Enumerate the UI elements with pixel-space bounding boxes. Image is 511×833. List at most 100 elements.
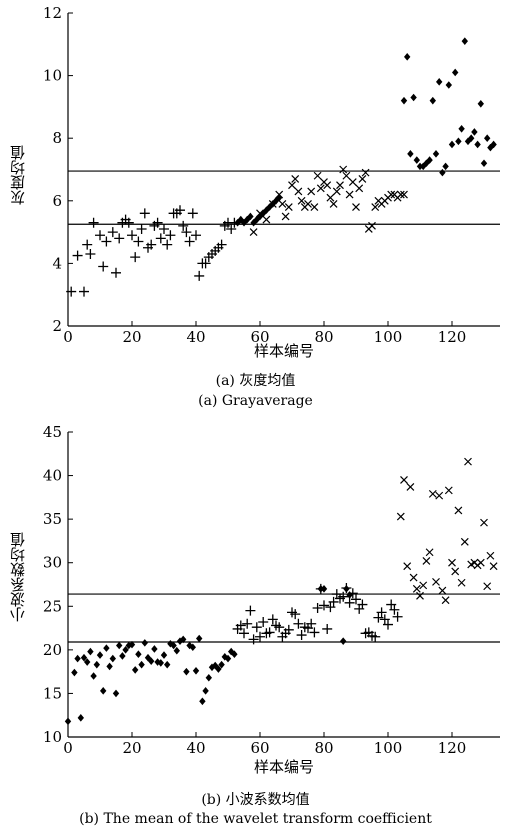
x-tick-label: 20 — [122, 328, 141, 346]
cross-marker — [403, 562, 412, 571]
diamond-marker — [202, 687, 209, 695]
diamond-marker — [432, 150, 440, 158]
diamond-marker — [455, 137, 462, 146]
diamond-marker — [464, 137, 472, 146]
diamond-marker — [148, 657, 155, 665]
diamond-marker — [71, 668, 78, 677]
y-tick-label: 10 — [43, 728, 62, 746]
diamond-marker — [436, 78, 443, 86]
cross-marker — [352, 203, 360, 211]
plus-marker — [312, 603, 323, 614]
x-tick-label: 0 — [63, 328, 73, 346]
cross-marker — [448, 558, 456, 567]
diamond-marker — [87, 647, 94, 656]
diamond-marker — [429, 96, 436, 105]
chart-b-y-axis-label: 小波系数均值 — [9, 532, 27, 622]
x-tick-label: 100 — [374, 739, 403, 757]
plus-marker — [85, 249, 96, 260]
plus-marker — [309, 627, 320, 638]
plus-marker — [79, 286, 89, 297]
plus-marker — [178, 220, 189, 231]
cross-marker — [400, 190, 408, 199]
cross-marker — [419, 581, 428, 590]
x-tick-label: 0 — [63, 739, 73, 757]
plus-marker — [376, 607, 387, 618]
plus-marker — [152, 217, 163, 228]
y-tick-label: 4 — [52, 254, 62, 272]
diamond-marker — [141, 639, 148, 647]
cross-marker — [297, 196, 306, 205]
diamond-marker — [164, 660, 171, 669]
cross-marker — [432, 577, 440, 586]
plus-marker — [296, 630, 307, 641]
plus-marker — [101, 236, 112, 247]
cross-marker — [307, 187, 316, 196]
diamond-marker — [96, 651, 104, 659]
plus-marker — [357, 599, 368, 610]
cross-marker — [326, 193, 335, 202]
diamond-marker — [474, 140, 481, 149]
diamond-marker — [186, 641, 193, 650]
diamond-marker — [189, 643, 196, 652]
cross-marker — [249, 228, 258, 237]
plus-marker — [98, 261, 109, 272]
x-tick-label: 60 — [250, 328, 269, 346]
x-tick-label: 100 — [374, 328, 403, 346]
diamond-marker — [484, 134, 491, 142]
diamond-marker — [176, 637, 184, 645]
cross-marker — [486, 551, 495, 560]
plus-marker — [187, 208, 198, 219]
diamond-marker — [74, 654, 81, 663]
diamond-marker — [157, 659, 164, 667]
diamond-marker — [103, 644, 110, 652]
cross-marker — [454, 506, 463, 515]
cross-marker — [348, 178, 357, 186]
plus-marker — [251, 622, 262, 633]
plus-marker — [373, 612, 384, 623]
cross-marker — [323, 181, 332, 190]
diamond-marker — [125, 641, 132, 650]
diamond-marker — [461, 37, 468, 45]
plus-marker — [264, 627, 275, 638]
cross-marker — [371, 203, 380, 211]
diamond-marker — [90, 672, 97, 680]
plus-marker — [107, 227, 118, 238]
diamond-marker — [109, 654, 116, 663]
cross-marker — [345, 190, 354, 199]
cross-marker — [480, 518, 488, 527]
plus-marker — [66, 286, 77, 297]
cross-marker — [281, 212, 290, 221]
y-tick-label: 10 — [43, 67, 62, 85]
diamond-marker — [119, 652, 126, 660]
plus-marker — [111, 267, 121, 278]
plus-marker — [255, 631, 265, 642]
cross-marker — [288, 181, 296, 190]
cross-marker — [400, 476, 408, 484]
y-tick-label: 25 — [43, 597, 62, 615]
plus-marker — [139, 208, 150, 219]
cross-marker — [275, 190, 284, 199]
cross-marker — [284, 203, 293, 211]
cross-marker — [310, 203, 319, 211]
diamond-marker — [400, 96, 408, 105]
diamond-marker — [116, 641, 123, 650]
diamond-marker — [112, 689, 120, 698]
diamond-marker — [160, 651, 168, 659]
plus-marker — [88, 217, 99, 228]
diamond-marker — [77, 714, 84, 722]
x-tick-label: 80 — [314, 739, 333, 757]
plus-marker — [267, 614, 278, 625]
cross-marker — [444, 486, 453, 495]
plus-marker — [162, 239, 173, 250]
cross-marker — [438, 586, 447, 595]
plus-marker — [325, 602, 336, 613]
plus-marker — [159, 223, 169, 234]
plus-marker — [338, 591, 349, 602]
plus-marker — [293, 618, 304, 629]
cross-marker — [368, 221, 376, 230]
plus-marker — [319, 600, 329, 611]
y-tick-label: 30 — [43, 554, 62, 572]
y-tick-label: 40 — [43, 467, 62, 485]
diamond-marker — [122, 646, 129, 654]
